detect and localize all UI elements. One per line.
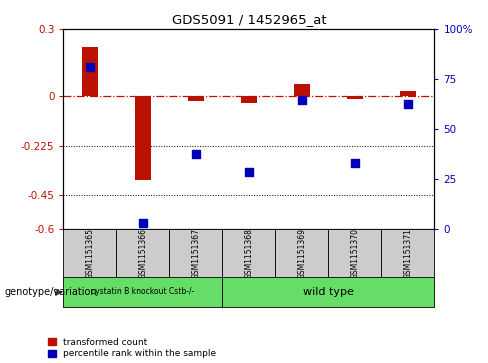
Text: cystatin B knockout Cstb-/-: cystatin B knockout Cstb-/- [91, 287, 195, 296]
Text: GSM1151371: GSM1151371 [403, 228, 412, 279]
Bar [381, 229, 434, 278]
Bar [275, 229, 328, 278]
Text: GSM1151370: GSM1151370 [350, 228, 359, 279]
Text: GSM1151366: GSM1151366 [139, 228, 147, 279]
Bar [63, 277, 223, 307]
Title: GDS5091 / 1452965_at: GDS5091 / 1452965_at [172, 13, 326, 26]
Bar [188, 95, 204, 101]
Point [245, 169, 253, 175]
Bar [294, 85, 310, 95]
Bar [82, 47, 98, 95]
Bar [328, 229, 381, 278]
Point [351, 160, 359, 166]
Text: GSM1151369: GSM1151369 [297, 228, 306, 279]
Bar [223, 229, 275, 278]
Point [298, 97, 306, 103]
Bar [241, 95, 257, 103]
Bar [400, 91, 416, 95]
Bar [169, 229, 223, 278]
Text: wild type: wild type [303, 287, 354, 297]
Point [192, 151, 200, 157]
Bar [223, 277, 434, 307]
Point [139, 220, 147, 226]
Text: GSM1151367: GSM1151367 [191, 228, 201, 279]
Bar [347, 95, 363, 99]
Text: GSM1151368: GSM1151368 [244, 228, 253, 279]
Bar [63, 229, 117, 278]
Point [404, 102, 412, 107]
Text: genotype/variation: genotype/variation [5, 287, 98, 297]
Text: GSM1151365: GSM1151365 [85, 228, 95, 279]
Bar [135, 95, 151, 180]
Bar [117, 229, 169, 278]
Point [86, 64, 94, 70]
Legend: transformed count, percentile rank within the sample: transformed count, percentile rank withi… [48, 338, 216, 359]
